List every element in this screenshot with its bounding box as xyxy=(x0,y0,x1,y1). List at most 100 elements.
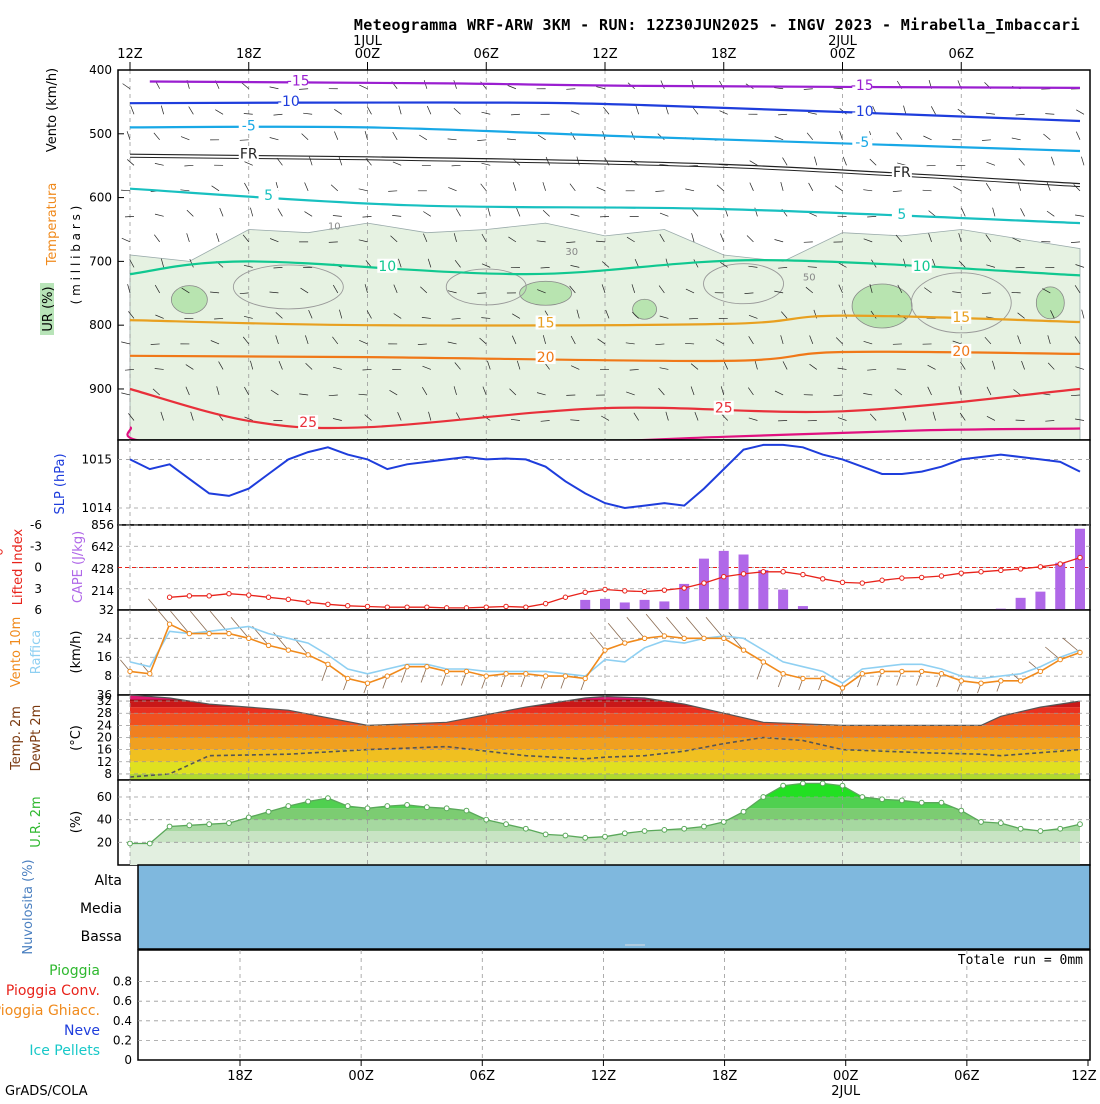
lifted-index-point xyxy=(880,578,884,582)
cape-bar xyxy=(1016,598,1026,610)
lifted-index-point xyxy=(543,601,547,605)
lifted-index-point xyxy=(266,595,270,599)
ylabel-kmh: (km/h) xyxy=(69,631,84,674)
y-tick-label: 24 xyxy=(97,631,112,645)
humidity-point xyxy=(1038,829,1043,834)
contour-label: -15 xyxy=(851,78,874,94)
cape-bar xyxy=(580,600,590,610)
lifted-index-point xyxy=(840,580,844,584)
wind-point xyxy=(979,681,983,685)
ylabel-nuvolosita: Nuvolosita (%) xyxy=(21,859,36,954)
rh-contour-label: 30 xyxy=(565,247,578,258)
cape-bar xyxy=(778,590,788,610)
ylabel-lifted-index: Lifted Index xyxy=(11,528,26,605)
lifted-index-point xyxy=(167,595,171,599)
lifted-index-point xyxy=(365,604,369,608)
lifted-index-point xyxy=(979,570,983,574)
y-tick-label: 8 xyxy=(104,669,112,683)
humidity-point xyxy=(365,806,370,811)
y-tick-label: 3 xyxy=(34,582,42,596)
humidity-point xyxy=(246,815,251,820)
lifted-index-point xyxy=(484,605,488,609)
wind-point xyxy=(583,676,587,680)
bottom-day-label: 2JUL xyxy=(831,1084,861,1099)
y-tick-label: 1014 xyxy=(81,501,112,515)
cape-bar xyxy=(739,555,749,610)
bottom-tick-label: 06Z xyxy=(470,1069,496,1084)
y-tick-label: 900 xyxy=(89,382,112,396)
wind-point xyxy=(425,664,429,668)
wind-point xyxy=(326,662,330,666)
bottom-tick-label: 18Z xyxy=(227,1069,253,1084)
lifted-index-point xyxy=(207,594,211,598)
cape-bar xyxy=(659,601,669,610)
lifted-index-point xyxy=(603,587,607,591)
humidity-point xyxy=(286,804,291,809)
humidity-point xyxy=(998,821,1003,826)
y-tick-label: 32 xyxy=(97,694,112,708)
precip-legend-entry: Pioggia Ghiacc. xyxy=(0,1003,100,1019)
y-tick-label: 32 xyxy=(99,603,114,617)
lifted-index-point xyxy=(722,575,726,579)
humidity-point xyxy=(543,832,548,837)
top-tick-label: 18Z xyxy=(711,47,737,62)
y-tick-label: 642 xyxy=(91,540,114,554)
wind-point xyxy=(642,636,646,640)
wind-point xyxy=(405,664,409,668)
ylabel-rh: UR (%) xyxy=(41,286,56,331)
wind-point xyxy=(1078,650,1082,654)
precip-legend-entry: Ice Pellets xyxy=(29,1043,100,1059)
contour-label: 15 xyxy=(537,316,555,332)
humidity-point xyxy=(820,781,825,786)
humidity-point xyxy=(1018,826,1023,831)
y-tick-label: 1015 xyxy=(81,452,112,466)
lifted-index-point xyxy=(227,592,231,596)
wind-point xyxy=(286,648,290,652)
bottom-tick-label: 00Z xyxy=(833,1069,859,1084)
lifted-index-point xyxy=(919,575,923,579)
ylabel-dewpt-2m: DewPt 2m xyxy=(29,705,44,772)
humidity-point xyxy=(147,841,152,846)
humidity-point xyxy=(187,823,192,828)
lifted-index-point xyxy=(801,572,805,576)
y-tick-label: 0.8 xyxy=(113,975,132,989)
wind-point xyxy=(346,676,350,680)
wind-point xyxy=(187,631,191,635)
humidity-point xyxy=(721,820,726,825)
y-tick-label: 600 xyxy=(89,191,112,205)
y-tick-label: 16 xyxy=(97,650,112,664)
lifted-index-point xyxy=(959,571,963,575)
top-tick-label: 00Z xyxy=(830,47,856,62)
cloud-label-bassa: Bassa xyxy=(81,929,122,945)
ylabel-wind-10m: Vento 10m xyxy=(9,617,24,688)
wind-point xyxy=(227,631,231,635)
lifted-index-point xyxy=(1018,567,1022,571)
humidity-point xyxy=(919,800,924,805)
lifted-index-point xyxy=(187,594,191,598)
lifted-index-point xyxy=(939,574,943,578)
wind-point xyxy=(702,636,706,640)
cape-bar xyxy=(640,600,650,610)
y-tick-label: 0.2 xyxy=(113,1033,132,1047)
y-tick-label: 12 xyxy=(97,755,112,769)
humidity-point xyxy=(880,797,885,802)
contour-label: -5 xyxy=(855,135,869,151)
y-tick-label: 400 xyxy=(89,63,112,77)
bottom-tick-label: 18Z xyxy=(712,1069,738,1084)
wind-point xyxy=(880,669,884,673)
y-tick-label: 60 xyxy=(97,790,112,804)
contour-label: 20 xyxy=(952,344,970,360)
wind-point xyxy=(999,679,1003,683)
lifted-index-point xyxy=(682,586,686,590)
precip-legend-entry: Pioggia xyxy=(49,963,100,979)
wind-point xyxy=(266,643,270,647)
footer-credit: GrADS/COLA xyxy=(5,1084,88,1099)
lifted-index-point xyxy=(346,604,350,608)
humidity-point xyxy=(583,835,588,840)
wind-point xyxy=(1038,669,1042,673)
cape-bar xyxy=(1075,529,1085,610)
wind-point xyxy=(722,636,726,640)
